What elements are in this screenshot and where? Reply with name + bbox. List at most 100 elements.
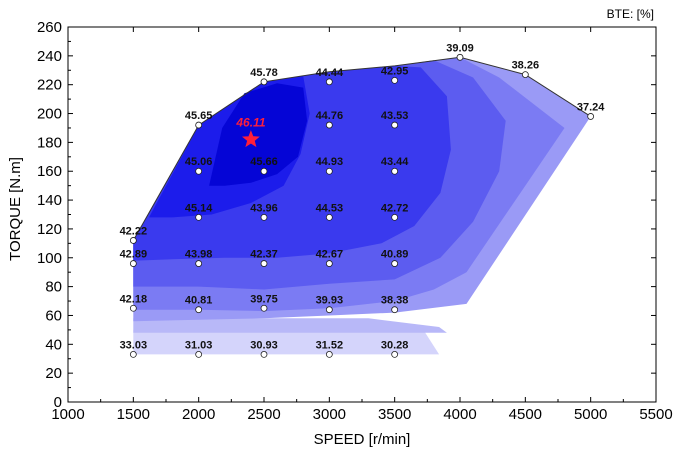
data-point <box>325 121 333 129</box>
x-tick-label: 1000 <box>51 406 84 423</box>
data-label: 44.93 <box>316 156 344 168</box>
data-label: 37.24 <box>577 101 605 113</box>
data-point <box>325 213 333 221</box>
data-label: 43.53 <box>381 110 409 122</box>
x-tick-label: 4500 <box>509 406 542 423</box>
x-tick-label: 2000 <box>182 406 215 423</box>
data-point <box>587 113 595 120</box>
data-label: 30.28 <box>381 339 409 351</box>
data-point <box>260 260 268 267</box>
data-label: 39.75 <box>250 293 278 305</box>
x-tick-label: 4000 <box>443 406 476 423</box>
data-point <box>195 351 203 358</box>
data-point <box>195 121 203 129</box>
data-label: 39.09 <box>446 42 474 54</box>
data-label: 38.38 <box>381 295 409 307</box>
x-tick-label: 5500 <box>639 406 672 423</box>
y-tick-label: 240 <box>37 48 62 65</box>
data-label: 39.93 <box>316 295 344 307</box>
data-label: 31.52 <box>316 339 344 351</box>
data-point <box>325 351 333 358</box>
y-tick-label: 80 <box>45 279 62 296</box>
y-tick-label: 60 <box>45 307 62 324</box>
data-label: 43.96 <box>250 202 278 214</box>
y-tick-label: 200 <box>37 106 62 123</box>
data-point <box>521 71 529 78</box>
data-point <box>325 78 333 86</box>
data-point <box>129 304 137 312</box>
y-tick-label: 220 <box>37 77 62 94</box>
data-point <box>391 76 399 84</box>
y-tick-label: 120 <box>37 221 62 238</box>
x-tick-label: 3000 <box>313 406 346 423</box>
y-tick-label: 0 <box>54 394 62 411</box>
y-tick-label: 100 <box>37 250 62 267</box>
y-tick-label: 160 <box>37 163 62 180</box>
data-point <box>325 167 333 175</box>
x-tick-label: 3500 <box>378 406 411 423</box>
contour-band-0 <box>133 329 440 355</box>
data-label: 38.26 <box>512 60 540 72</box>
data-label: 44.53 <box>316 202 344 214</box>
data-point <box>260 351 268 358</box>
data-label: 44.76 <box>316 110 344 122</box>
data-label: 30.93 <box>250 339 278 351</box>
data-point <box>456 53 464 61</box>
peak-value-label: 46.11 <box>235 116 265 130</box>
data-point <box>129 260 137 267</box>
data-point <box>325 260 333 267</box>
data-label: 45.06 <box>185 156 213 168</box>
y-tick-label: 20 <box>45 365 62 382</box>
x-tick-label: 2500 <box>247 406 280 423</box>
data-point <box>260 167 268 175</box>
contour-band-7 <box>209 83 308 186</box>
data-point <box>391 213 399 221</box>
data-label: 45.66 <box>250 156 278 168</box>
data-point <box>129 237 137 244</box>
data-label: 43.44 <box>381 156 409 168</box>
data-point <box>391 121 399 129</box>
y-tick-label: 260 <box>37 19 62 36</box>
data-point <box>391 351 399 358</box>
y-axis-label: TORQUE [N.m] <box>7 157 24 261</box>
data-label: 44.44 <box>316 67 344 79</box>
unit-label: BTE: [%] <box>607 7 654 21</box>
y-tick-label: 140 <box>37 192 62 209</box>
x-tick-label: 5000 <box>574 406 607 423</box>
data-point <box>391 260 399 267</box>
x-tick-label: 1500 <box>117 406 150 423</box>
data-label: 42.37 <box>250 249 278 261</box>
data-point <box>129 351 137 358</box>
data-point <box>195 306 203 314</box>
contour-band-1 <box>133 318 447 333</box>
data-point <box>195 167 203 175</box>
data-label: 31.03 <box>185 339 213 351</box>
data-label: 43.98 <box>185 249 213 261</box>
data-points: 33.03 31.03 30.93 31.52 30.28 42.18 40.81 39.75… <box>120 42 605 358</box>
data-label: 42.67 <box>316 249 344 261</box>
axis-ticks: 1000 1500 2000 2500 3000 3500 4000 4500 5000 5500… <box>37 19 673 423</box>
data-point <box>325 306 333 314</box>
y-tick-label: 180 <box>37 134 62 151</box>
data-label: 40.89 <box>381 249 409 261</box>
data-label: 42.89 <box>120 249 148 261</box>
data-label: 42.22 <box>120 225 148 237</box>
data-label: 42.18 <box>120 293 148 305</box>
contour-bands <box>133 57 591 355</box>
x-axis-label: SPEED [r/min] <box>314 431 411 448</box>
data-point <box>391 306 399 314</box>
data-point <box>195 260 203 267</box>
y-tick-label: 40 <box>45 336 62 353</box>
data-label: 40.81 <box>185 295 213 307</box>
data-label: 45.14 <box>185 202 213 214</box>
peak-star-marker <box>241 130 260 148</box>
data-label: 33.03 <box>120 339 148 351</box>
data-label: 42.95 <box>381 65 409 77</box>
data-label: 45.78 <box>250 67 278 79</box>
data-point <box>260 78 268 86</box>
data-point <box>260 304 268 312</box>
data-point <box>391 167 399 175</box>
data-label: 42.72 <box>381 202 409 214</box>
data-label: 45.65 <box>185 110 213 122</box>
